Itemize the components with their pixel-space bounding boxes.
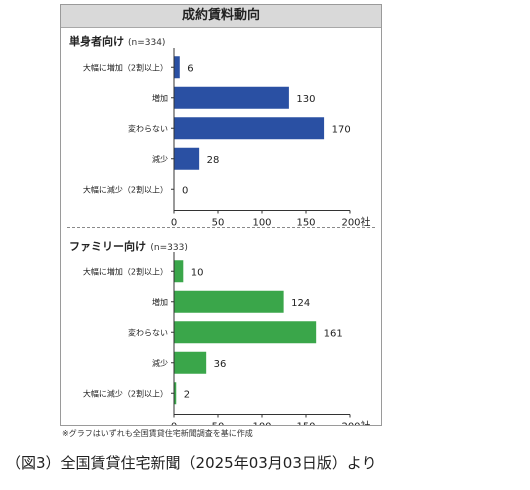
bar-family xyxy=(174,321,317,344)
value-label-single: 28 xyxy=(207,155,220,166)
chart-frame: 成約賃料動向 単身者向け (n=334) 大幅に増加（2割以上） 6 増加 130 変わらな… xyxy=(60,4,382,426)
panel-title-single: 単身者向け xyxy=(69,34,124,48)
bar-single xyxy=(174,117,325,140)
value-label-single: 130 xyxy=(296,94,315,105)
value-label-family: 10 xyxy=(191,267,204,278)
x-tick-label-single: 0 xyxy=(171,218,177,229)
x-tick-label-single: 150 xyxy=(296,218,315,229)
value-label-family: 2 xyxy=(184,389,190,400)
panel-count-single: (n=334) xyxy=(128,38,165,48)
chart-svg: 単身者向け (n=334) 大幅に増加（2割以上） 6 増加 130 変わらない 170 減少 2… xyxy=(69,34,371,426)
category-label-single: 大幅に増加（2割以上） xyxy=(83,62,168,72)
bar-family xyxy=(174,290,284,313)
panel-title-family: ファミリー向け xyxy=(69,239,146,253)
x-tick-label-family: 150 xyxy=(296,422,315,426)
source-caption: （図3）全国賃貸住宅新聞（2025年03月03日版）より xyxy=(6,454,377,472)
value-label-family: 124 xyxy=(291,298,310,309)
bar-single xyxy=(174,56,180,79)
x-tick-label-single: 100 xyxy=(252,218,271,229)
chart-title-bar: 成約賃料動向 xyxy=(61,5,381,28)
category-label-family: 大幅に減少（2割以上） xyxy=(83,388,168,398)
category-label-single: 増加 xyxy=(152,93,168,103)
bar-family xyxy=(174,382,177,405)
bar-family xyxy=(174,351,207,374)
value-label-family: 36 xyxy=(214,359,227,370)
value-label-single: 170 xyxy=(332,124,351,135)
chart-title: 成約賃料動向 xyxy=(181,8,260,23)
value-label-family: 161 xyxy=(324,328,343,339)
section-divider xyxy=(67,227,375,228)
x-tick-label-single: 200社 xyxy=(341,216,370,229)
x-tick-label-single: 50 xyxy=(212,218,225,229)
x-tick-label-family: 0 xyxy=(171,422,177,426)
bar-single xyxy=(174,86,289,109)
bar-family xyxy=(174,260,184,283)
category-label-single: 変わらない xyxy=(128,123,168,133)
bar-single xyxy=(174,147,200,170)
category-label-single: 大幅に減少（2割以上） xyxy=(83,184,168,194)
category-label-family: 減少 xyxy=(152,358,168,368)
category-label-family: 変わらない xyxy=(128,327,168,337)
footnote: ※グラフはいずれも全国賃貸住宅新聞調査を基に作成 xyxy=(62,429,253,438)
x-tick-label-family: 50 xyxy=(212,422,225,426)
x-tick-label-family: 100 xyxy=(252,422,271,426)
value-label-single: 0 xyxy=(182,185,188,196)
x-tick-label-family: 200社 xyxy=(341,420,370,426)
category-label-family: 大幅に増加（2割以上） xyxy=(83,266,168,276)
category-label-single: 減少 xyxy=(152,154,168,164)
value-label-single: 6 xyxy=(187,63,193,74)
category-label-family: 増加 xyxy=(152,297,168,307)
panel-count-family: (n=333) xyxy=(150,243,187,253)
